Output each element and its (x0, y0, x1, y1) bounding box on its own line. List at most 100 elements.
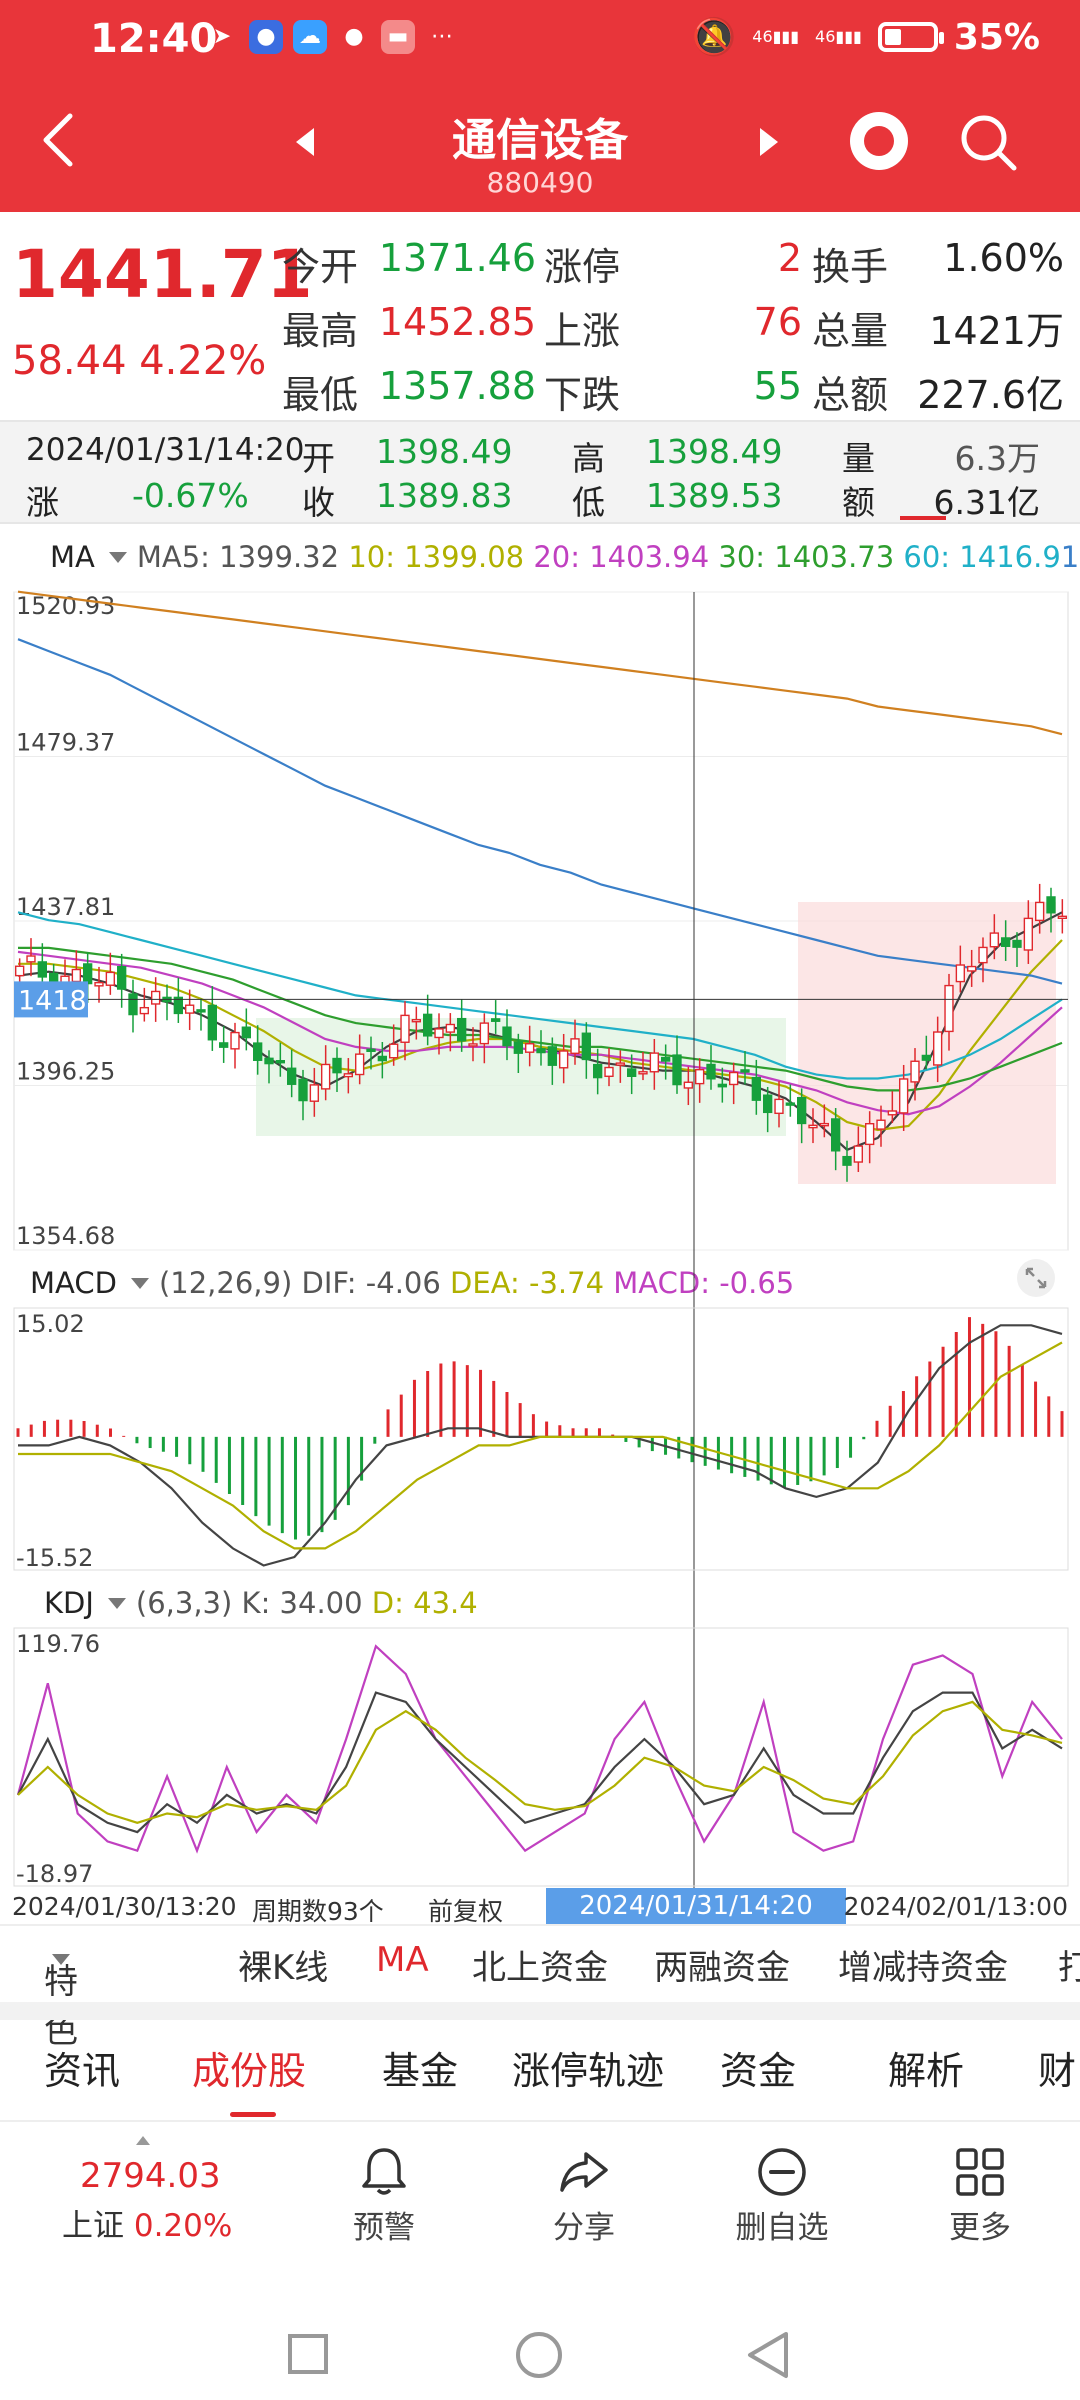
macd-line-dif (18, 1324, 1063, 1567)
tab-northbound[interactable]: 北上资金 (472, 1948, 608, 1988)
tab-limit-up[interactable]: 涨停轨迹 (512, 2049, 665, 2093)
search-icon[interactable] (956, 110, 1020, 174)
candle-body (740, 1069, 750, 1073)
share-button[interactable]: 分享 (553, 2210, 615, 2246)
ohlc-amt: 6.31亿 (933, 483, 1040, 522)
candle-body (887, 1110, 897, 1116)
candle-body (343, 1073, 354, 1078)
candle-body (604, 1066, 614, 1077)
grid-more-icon[interactable] (952, 2144, 1008, 2200)
candle-body (842, 1155, 852, 1166)
candle-body (899, 1078, 909, 1114)
candle-body (14, 965, 25, 977)
quote-label: 涨停 (544, 245, 621, 289)
tab-capital[interactable]: 资金 (720, 2049, 797, 2093)
tab-more[interactable]: 打 (1058, 1948, 1080, 1988)
quote-label: 今开 (282, 245, 359, 289)
tab-naked-k[interactable]: 裸K线 (238, 1948, 329, 1988)
tab-margin[interactable]: 两融资金 (654, 1948, 790, 1988)
candle-body (1046, 896, 1056, 914)
y-tick-label: 1437.81 (16, 893, 115, 921)
ohlc-high-label: 高 (572, 439, 605, 478)
candle-body (853, 1145, 863, 1163)
kdj-line-j (16, 1644, 1063, 1854)
status-time: 12:40 (90, 16, 218, 62)
tab-ma[interactable]: MA (376, 1940, 429, 1980)
y-tick-label: 1479.37 (16, 728, 115, 756)
crosshair-price-label: 1418 (18, 985, 87, 1016)
more-button[interactable]: 更多 (949, 2210, 1011, 2246)
quote-value: 1371.46 (378, 236, 536, 280)
candle-body (763, 1094, 773, 1114)
remove-favorite-icon[interactable] (754, 2144, 810, 2200)
sh-index-change: 上证 0.20% (62, 2208, 233, 2244)
candle-body (434, 1028, 444, 1039)
quote-value: 1421万 (929, 309, 1064, 353)
quote-label: 最高 (282, 309, 359, 353)
share-icon[interactable] (556, 2144, 612, 2200)
macd-line-dea (18, 1341, 1063, 1550)
macd-y-top: 15.02 (16, 1310, 85, 1338)
tab-analysis[interactable]: 解析 (888, 2049, 965, 2093)
ma-line-ma10 (18, 939, 1063, 1132)
period-count: 周期数93个 (252, 1897, 384, 1926)
ohlc-change-label: 涨 (26, 483, 59, 522)
ohlc-datetime: 2024/01/31/14:20 (26, 432, 305, 468)
candle-body (105, 971, 116, 986)
remove-favorite-button[interactable]: 删自选 (735, 2210, 829, 2246)
home-icon[interactable] (516, 2332, 562, 2378)
candle-body (547, 1046, 557, 1066)
bulb-app-icon: ● (249, 20, 283, 54)
ohlc-close: 1389.83 (376, 476, 513, 515)
alert-button[interactable]: 预警 (353, 2210, 415, 2246)
adjust-mode[interactable]: 前复权 (428, 1897, 504, 1926)
ohlc-high: 1398.49 (646, 432, 783, 471)
status-right: 🔕 46▮▮▮ 46▮▮▮ 35% (691, 16, 1040, 59)
tab-news[interactable]: 资讯 (44, 2049, 121, 2093)
candle-body (37, 961, 47, 978)
weather-app-icon: ☁ (293, 20, 327, 54)
ma-line-ma60 (17, 911, 1063, 1080)
page-title: 通信设备 (452, 115, 628, 166)
candle-body (309, 1084, 320, 1102)
tab-holdings-change[interactable]: 增减持资金 (838, 1948, 1008, 1988)
kline-chart[interactable]: 1520.93 1479.37 1437.81 1396.25 1354.68 1418 1… (0, 580, 1080, 1924)
quote-value: 1357.88 (378, 364, 536, 408)
active-tab-indicator (230, 2112, 276, 2117)
candle-body (967, 965, 977, 972)
quote-value: 2 (777, 236, 802, 280)
bell-icon[interactable] (356, 2144, 412, 2200)
telegram-icon: ➤ (212, 24, 232, 49)
prev-stock-button[interactable] (296, 128, 314, 156)
ohlc-amt-label: 额 (842, 483, 875, 522)
back-nav-icon[interactable] (744, 2330, 792, 2380)
mascot-assistant-icon[interactable] (850, 112, 908, 170)
recent-apps-icon[interactable] (288, 2334, 328, 2374)
candle-body (989, 932, 999, 948)
candle-body (128, 993, 138, 1016)
sh-index-value[interactable]: 2794.03 (80, 2156, 221, 2196)
quote-label: 最低 (282, 373, 359, 417)
macd-legend[interactable]: MACD (12,26,9) DIF: -4.06 DEA: -3.74 MACD… (30, 1266, 795, 1300)
tab-finance[interactable]: 财 (1038, 2049, 1077, 2093)
ma-legend[interactable]: MA MA5: 1399.32 10: 1399.08 20: 1403.94 3… (50, 540, 1080, 574)
xaxis-start: 2024/01/30/13:20 (12, 1892, 237, 1921)
next-stock-button[interactable] (760, 128, 778, 156)
candle-body (207, 1004, 218, 1041)
candle-body (366, 1048, 376, 1052)
candle-body (717, 1083, 727, 1088)
tab-constituents[interactable]: 成份股 (192, 2049, 307, 2093)
mute-icon: 🔕 (691, 17, 737, 58)
back-arrow-icon[interactable] (38, 110, 78, 170)
candle-body (252, 1042, 263, 1061)
candle-body (321, 1063, 331, 1090)
candle-body (581, 1032, 591, 1061)
candle-body (729, 1071, 739, 1086)
tab-funds[interactable]: 基金 (382, 2049, 459, 2093)
candle-body (831, 1118, 841, 1152)
dropdown-icon (130, 1278, 149, 1289)
quote-value: 55 (753, 364, 802, 408)
expand-icon[interactable] (1016, 1258, 1056, 1298)
candle-body (82, 963, 93, 985)
kdj-legend[interactable]: KDJ (6,3,3) K: 34.00 D: 43.4 (44, 1586, 478, 1620)
